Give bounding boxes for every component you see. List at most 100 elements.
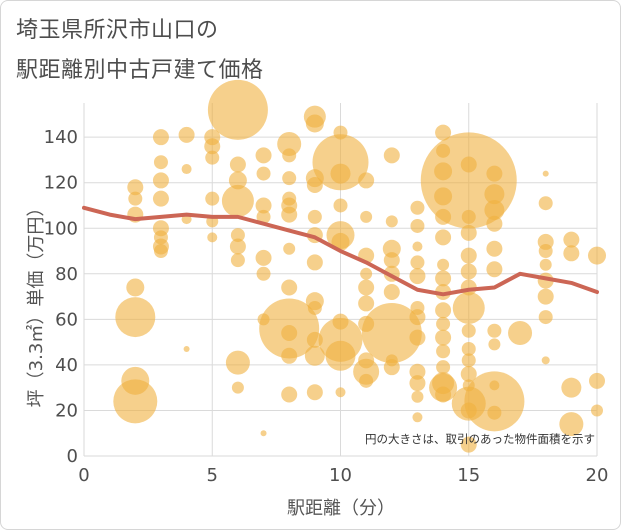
bubble-point	[487, 405, 502, 420]
bubble-point	[307, 300, 322, 315]
bubble-point	[435, 386, 452, 403]
bubble-point	[152, 190, 169, 207]
bubble-point	[255, 249, 272, 266]
bubble-point	[361, 303, 422, 364]
bubble-point	[461, 323, 476, 338]
bubble-point	[409, 363, 426, 380]
bubble-point	[229, 156, 246, 173]
bubble-point	[436, 344, 451, 359]
bubble-point	[588, 246, 606, 265]
bubble-point	[115, 297, 156, 338]
bubble-point	[277, 131, 302, 156]
x-tick-label: 0	[78, 465, 89, 486]
bubble-point	[260, 430, 267, 437]
bubble-point	[205, 150, 220, 165]
bubble-point	[409, 268, 426, 285]
bubble-point	[304, 345, 325, 366]
bubble-point	[152, 172, 169, 189]
bubble-point	[306, 384, 323, 401]
bubble-point	[460, 224, 477, 241]
bubble-point	[358, 279, 375, 296]
bubble-point	[412, 412, 423, 423]
bubble-point	[127, 179, 144, 196]
x-tick-label: 15	[457, 465, 480, 486]
bubble-point	[484, 200, 505, 221]
bubble-point	[312, 134, 369, 191]
bubble-point	[281, 347, 298, 364]
bubble-point	[563, 245, 580, 262]
bubble-point	[436, 360, 451, 375]
bubble-point	[282, 171, 297, 186]
bubble-point	[281, 279, 298, 296]
bubble-point	[435, 302, 452, 319]
bubble-point	[255, 147, 272, 164]
y-tick-label: 80	[55, 264, 78, 285]
bubble-point	[256, 266, 271, 281]
x-tick-label: 20	[586, 465, 609, 486]
trend-line-group	[82, 205, 599, 297]
bubble-point	[281, 206, 298, 223]
bubble-point	[204, 138, 221, 155]
bubble-point	[330, 163, 351, 184]
bubble-point	[435, 229, 452, 246]
bubble-point	[360, 267, 373, 280]
bubble-point	[591, 404, 603, 417]
x-tick-label: 5	[207, 465, 218, 486]
chart-title-line2: 駅距離別中古戸建て価格	[16, 58, 264, 83]
bubble-point	[358, 172, 375, 189]
bubble-point	[486, 165, 503, 182]
bubble-point	[460, 156, 477, 173]
y-tick-label: 100	[44, 218, 78, 239]
bubble-point	[411, 390, 424, 403]
bubble-point	[542, 170, 549, 177]
bubble-point	[538, 244, 553, 259]
bubble-point	[126, 278, 145, 297]
bubble-point	[539, 258, 552, 271]
bubble-point	[461, 209, 476, 224]
axis-ticks: 0 20 40 60 80 100 120 140 0 5 10 15 20	[44, 127, 609, 486]
y-tick-label: 40	[55, 355, 78, 376]
y-axis-label: 坪（3.3㎡）単価（万円）	[25, 199, 47, 408]
bubble-point	[231, 381, 244, 394]
bubble-point	[225, 350, 250, 375]
bubble-point	[437, 258, 450, 271]
y-tick-label: 140	[44, 127, 78, 148]
bubble-point	[435, 284, 452, 301]
y-tick-label: 60	[55, 309, 78, 330]
bubble-point	[464, 371, 525, 432]
bubble-point	[382, 239, 401, 258]
bubble-point	[181, 164, 192, 175]
bubble-point	[561, 377, 582, 398]
bubble-point	[460, 436, 477, 453]
bubble-point	[360, 210, 373, 223]
y-tick-label: 0	[67, 446, 78, 467]
bubble-point	[256, 166, 271, 181]
bubble-point	[283, 242, 296, 255]
bubble-point	[255, 197, 272, 214]
bubble-point	[436, 316, 451, 331]
bubble-point	[153, 244, 168, 259]
bubble-point	[221, 184, 254, 217]
y-tick-label: 120	[44, 173, 78, 194]
bubble-point	[410, 255, 425, 270]
bubble-point	[435, 270, 452, 287]
bubble-point	[383, 147, 400, 164]
trend-line	[82, 205, 599, 297]
bubble-point	[537, 288, 554, 305]
bubble-point	[410, 200, 425, 215]
bubble-point	[508, 321, 533, 346]
bubble-point	[435, 124, 452, 141]
bubble-point	[486, 240, 503, 257]
bubble-point	[207, 79, 268, 140]
bubble-point	[383, 359, 400, 376]
bubble-point	[205, 191, 220, 206]
chart-title-line1: 埼玉県所沢市山口の	[16, 18, 219, 43]
bubble-point	[207, 232, 218, 243]
bubble-point	[307, 209, 322, 224]
bubble-point	[460, 247, 477, 264]
bubble-point	[306, 176, 323, 193]
x-axis-label: 駅距離（分）	[287, 498, 395, 519]
bubble-point	[335, 387, 346, 398]
bubble-point	[410, 218, 425, 233]
bubble-point	[383, 284, 400, 301]
